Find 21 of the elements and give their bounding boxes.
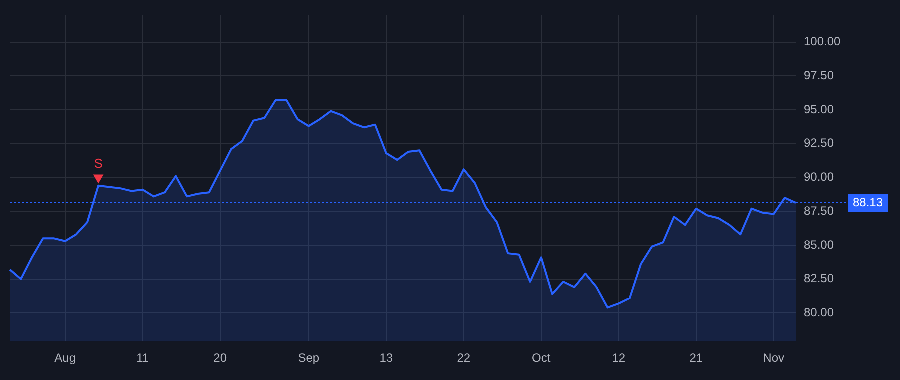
x-tick-label: Aug (54, 351, 76, 366)
y-tick-label: 87.50 (804, 204, 834, 218)
y-tick-label: 85.00 (804, 238, 834, 252)
x-tick-label: 22 (457, 351, 471, 366)
y-tick-label: 90.00 (804, 170, 834, 184)
y-tick-label: 100.00 (804, 34, 842, 49)
x-tick-label: Nov (763, 351, 785, 366)
x-tick-label: 13 (380, 351, 394, 366)
x-tick-label: 21 (690, 351, 704, 366)
x-tick-label: 12 (612, 351, 626, 366)
x-tick-label: 11 (136, 351, 150, 366)
x-tick-label: Sep (298, 351, 320, 366)
y-tick-label: 80.00 (804, 305, 834, 320)
ref-line-label: 88.13 (853, 195, 884, 210)
y-tick-label: 97.50 (804, 68, 834, 82)
series-label: S (94, 156, 104, 171)
y-tick-label: 92.50 (804, 136, 834, 150)
y-tick-label: 82.50 (804, 272, 834, 286)
x-tick-label: 20 (214, 351, 228, 366)
y-tick-label: 95.00 (804, 102, 834, 116)
x-tick-label: Oct (532, 351, 552, 366)
